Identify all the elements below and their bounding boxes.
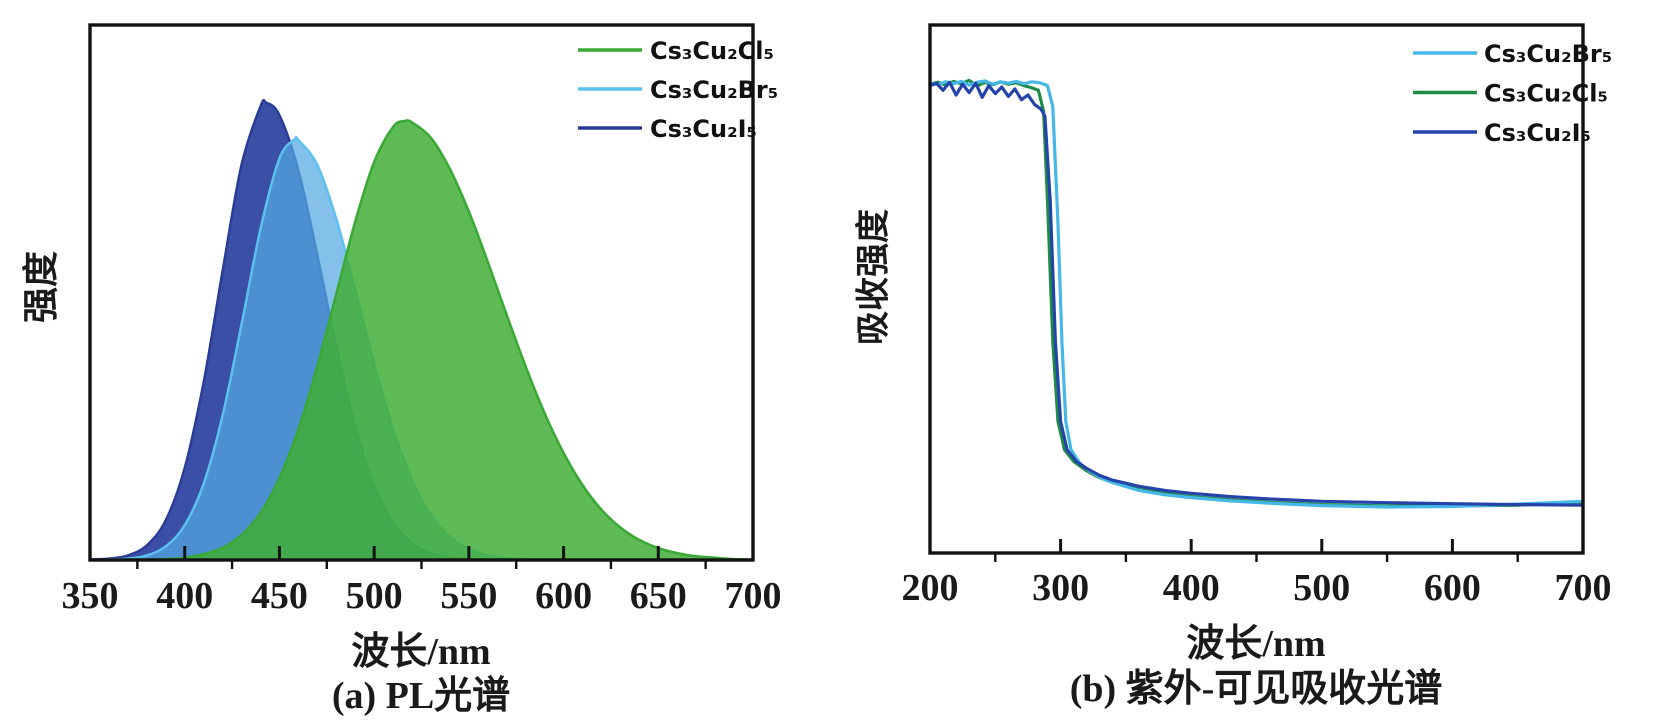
panel-a-x-tick-label: 550 xyxy=(440,575,497,617)
panel-a-x-tick-label: 500 xyxy=(346,575,403,617)
panel-a-x-tick-label: 450 xyxy=(251,575,308,617)
panel-a-frame xyxy=(88,23,755,562)
panel-a-x-tick-label: 600 xyxy=(535,575,592,617)
panel-a-x-tick-label: 400 xyxy=(156,575,213,617)
panel-a-x-tick-label: 350 xyxy=(62,575,119,617)
panel-b-series-2-line xyxy=(928,80,1585,507)
panel-a-xlabel: 波长/nm xyxy=(351,631,491,673)
panel-a-series-0-area xyxy=(90,120,753,560)
panel-a-x-tick-label: 650 xyxy=(630,575,687,617)
panel-a-legend-label: Cs₃Cu₂I₅ xyxy=(650,115,757,143)
panel-b-legend-label: Cs₃Cu₂Cl₅ xyxy=(1484,80,1608,108)
panel-b-x-tick-label: 700 xyxy=(1555,567,1612,609)
panel-b-legend-label: Cs₃Cu₂Br₅ xyxy=(1484,40,1612,68)
panel-b-x-tick-label: 300 xyxy=(1032,567,1089,609)
panel-b-frame xyxy=(928,23,1585,555)
panel-b-legend-label: Cs₃Cu₂I₅ xyxy=(1484,119,1591,147)
panel-b-xlabel: 波长/nm xyxy=(1186,623,1326,665)
panel-a-legend-label: Cs₃Cu₂Br₅ xyxy=(650,76,778,104)
panel-b-x-tick-label: 400 xyxy=(1163,567,1220,609)
panel-a-legend-label: Cs₃Cu₂Cl₅ xyxy=(650,37,774,65)
panel-a-caption: (a) PL光谱 xyxy=(331,675,511,717)
panel-b-ylabel: 吸收强度 xyxy=(855,209,893,345)
panel-b-x-tick-label: 200 xyxy=(902,567,959,609)
panel-a-x-tick-label: 700 xyxy=(725,575,782,617)
panel-b-caption: (b) 紫外-可见吸收光谱 xyxy=(1069,668,1443,710)
panel-a-ylabel: 强度 xyxy=(21,250,61,324)
panel-a-series-0-line xyxy=(90,119,754,562)
panel-b-x-tick-label: 500 xyxy=(1293,567,1350,609)
panel-b-x-tick-label: 600 xyxy=(1424,567,1481,609)
